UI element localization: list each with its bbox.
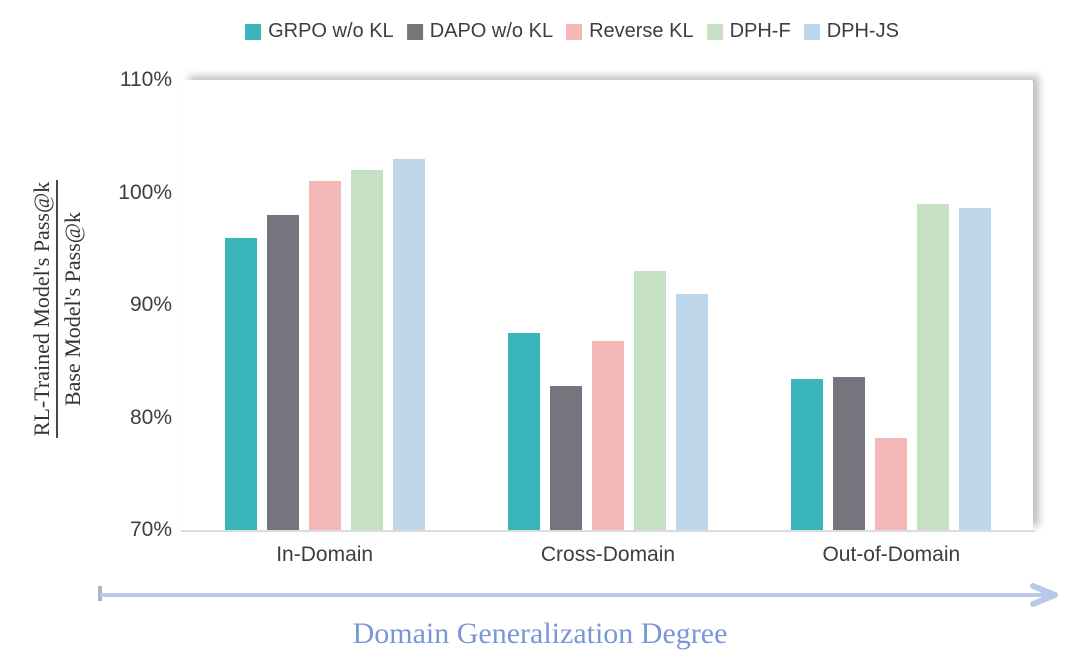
- plot-area: [183, 80, 1033, 530]
- x-axis-line: [181, 530, 1035, 532]
- bar-dph-js: [392, 158, 425, 530]
- legend: GRPO w/o KL DAPO w/o KL Reverse KL DPH-F DPH…: [245, 20, 899, 43]
- legend-swatch-icon: [803, 23, 820, 40]
- x-axis-title: Domain Generalization Degree: [352, 617, 728, 650]
- y-axis-label: RL-Trained Model's Pass@k Base Model's P…: [29, 129, 87, 489]
- legend-swatch-icon: [706, 23, 723, 40]
- x-axis-labels: In-Domain Cross-Domain Out-of-Domain: [183, 543, 1033, 567]
- y-axis-label-denominator: Base Model's Pass@k: [60, 211, 85, 407]
- bar-group-in-domain: [183, 80, 466, 530]
- legend-label: GRPO w/o KL: [268, 20, 394, 42]
- y-tick-label: 70%: [129, 518, 172, 541]
- legend-item: DPH-JS: [803, 20, 899, 43]
- bar-group-cross-domain: [466, 80, 749, 530]
- domain-arrow-icon: [98, 583, 1058, 607]
- legend-item: DAPO w/o KL: [406, 20, 554, 43]
- x-category-label: In-Domain: [276, 543, 374, 566]
- bar-dph-f: [633, 271, 666, 530]
- bar-dph-js: [675, 293, 708, 530]
- x-category-label: Out-of-Domain: [822, 543, 961, 566]
- legend-label: DPH-F: [729, 20, 791, 42]
- y-tick-label: 100%: [118, 180, 172, 204]
- bar-reverse-kl: [875, 437, 908, 530]
- legend-label: Reverse KL: [589, 20, 694, 42]
- legend-label: DAPO w/o KL: [429, 20, 554, 42]
- bar-dph-js: [959, 208, 992, 530]
- legend-swatch-icon: [406, 23, 423, 40]
- x-category-label: Cross-Domain: [540, 543, 676, 566]
- legend-label: DPH-JS: [826, 20, 899, 42]
- legend-item: DPH-F: [706, 20, 791, 43]
- legend-swatch-icon: [245, 23, 262, 40]
- legend-item: GRPO w/o KL: [245, 20, 394, 43]
- y-axis-label-numerator: RL-Trained Model's Pass@k: [29, 179, 58, 439]
- bar-reverse-kl: [591, 341, 624, 530]
- bar-grpo-w-o-kl: [791, 379, 824, 530]
- bar-dapo-w-o-kl: [549, 386, 582, 530]
- bar-grpo-w-o-kl: [507, 333, 540, 530]
- bar-dph-f: [350, 170, 383, 530]
- bar-dph-f: [917, 203, 950, 530]
- y-tick-label: 90%: [129, 293, 172, 316]
- y-tick-label: 110%: [119, 68, 172, 91]
- bar-dapo-w-o-kl: [266, 215, 299, 530]
- bar-grpo-w-o-kl: [224, 237, 257, 530]
- bar-reverse-kl: [308, 181, 341, 530]
- bar-group-out-of-domain: [750, 80, 1033, 530]
- legend-swatch-icon: [566, 23, 583, 40]
- bar-dapo-w-o-kl: [833, 377, 866, 530]
- y-tick-label: 80%: [129, 405, 172, 429]
- legend-item: Reverse KL: [566, 20, 694, 43]
